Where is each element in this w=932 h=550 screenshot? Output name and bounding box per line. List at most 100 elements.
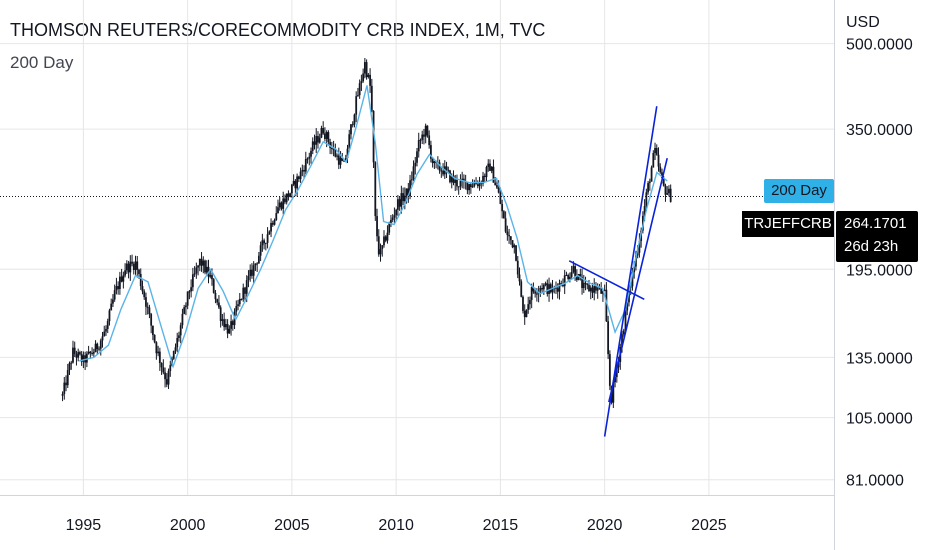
candle-body — [586, 283, 589, 286]
bar-countdown: 26d 23h — [844, 238, 899, 255]
candle-body — [348, 134, 351, 149]
candle-body — [624, 310, 627, 331]
candle-body — [365, 62, 368, 78]
candle-body — [99, 340, 102, 349]
candle-body — [313, 141, 316, 145]
candle-body — [344, 158, 347, 161]
candle-body — [405, 188, 408, 196]
candle-body — [461, 178, 464, 181]
candle-body — [661, 172, 663, 179]
candle-body — [471, 186, 474, 188]
candle-body — [254, 263, 257, 266]
candle-body — [450, 175, 453, 183]
candle-body — [143, 291, 146, 298]
candle-body — [423, 134, 425, 137]
candle-body — [598, 287, 601, 289]
candle-body — [214, 292, 217, 300]
candle-body — [588, 285, 590, 292]
candle-body — [297, 176, 300, 180]
candle-body — [141, 286, 144, 292]
candle-body — [294, 180, 297, 189]
candle-body — [72, 347, 74, 363]
candle-body — [92, 352, 95, 354]
candle-body — [205, 266, 208, 273]
candle-body — [131, 261, 133, 264]
candle-body — [134, 261, 137, 270]
candle-body — [497, 187, 500, 193]
candle-body — [631, 272, 634, 287]
candle-body — [546, 283, 549, 294]
candle-body — [575, 276, 578, 280]
candle-body — [188, 291, 191, 293]
last-price-badge: 264.1701 26d 23h — [836, 211, 918, 262]
candle-body — [469, 184, 472, 188]
candle-body — [115, 286, 118, 291]
candle-body — [410, 179, 413, 181]
candle-body — [80, 354, 83, 362]
symbol-badge: TRJEFFCRB — [742, 211, 834, 237]
candle-body — [643, 205, 646, 216]
candle-body — [63, 382, 66, 394]
candle-body — [396, 199, 399, 210]
candle-body — [329, 142, 332, 148]
candle-body — [383, 236, 385, 246]
candle-body — [577, 274, 580, 280]
trendline[interactable] — [568, 260, 645, 301]
candle-body — [318, 137, 321, 143]
time-tick-label: 2005 — [274, 517, 310, 534]
chart-title: THOMSON REUTERS/CORECOMMODITY CRB INDEX,… — [10, 20, 546, 40]
candle-body — [666, 193, 669, 195]
price-axis: 500.0000 350.0000 195.0000 135.0000 105.0000… — [846, 37, 913, 490]
candle-body — [216, 299, 219, 303]
candle-body — [190, 287, 193, 292]
indicator-legend[interactable]: 200 Day — [10, 53, 74, 72]
price-tick-label: 500.0000 — [846, 37, 913, 54]
candle-body — [138, 269, 140, 275]
candle-body — [501, 203, 504, 212]
candle-body — [424, 125, 427, 137]
candle-body — [419, 139, 422, 141]
candle-body — [155, 342, 158, 354]
candle-body — [490, 166, 493, 171]
candle-body — [567, 275, 570, 279]
candle-body — [198, 258, 201, 266]
candle-body — [332, 148, 335, 150]
candle-body — [320, 128, 323, 138]
candle-body — [172, 350, 175, 359]
candle-body — [511, 240, 514, 248]
candle-body — [421, 134, 424, 140]
candle-body — [89, 351, 92, 354]
candle-body — [502, 211, 505, 219]
candle-body — [291, 184, 293, 194]
candle-body — [657, 154, 660, 167]
candle-body — [473, 183, 476, 187]
candle-body — [381, 245, 384, 250]
candle-body — [91, 353, 93, 355]
candle-body — [165, 379, 168, 385]
candle-body — [494, 182, 497, 186]
candle-body — [238, 298, 241, 305]
candle-body — [669, 188, 672, 202]
candle-body — [645, 192, 648, 206]
moving-average-line — [79, 85, 668, 369]
candle-body — [125, 263, 128, 271]
candle-body — [357, 95, 359, 97]
candle-body — [565, 275, 568, 277]
candle-body — [372, 111, 375, 163]
candle-body — [584, 282, 587, 284]
candle-body — [146, 306, 149, 308]
candle-body — [476, 184, 479, 187]
candle-body — [390, 219, 392, 224]
candle-body — [139, 274, 142, 287]
candle-body — [327, 132, 330, 143]
time-tick-label: 2020 — [587, 517, 623, 534]
candle-body — [87, 351, 90, 354]
candle-body — [110, 303, 113, 311]
candle-body — [108, 310, 111, 322]
trendline[interactable] — [608, 158, 668, 403]
candle-body — [400, 193, 403, 207]
candle-body — [386, 232, 389, 241]
candle-body — [532, 287, 535, 292]
candle-body — [148, 307, 151, 315]
